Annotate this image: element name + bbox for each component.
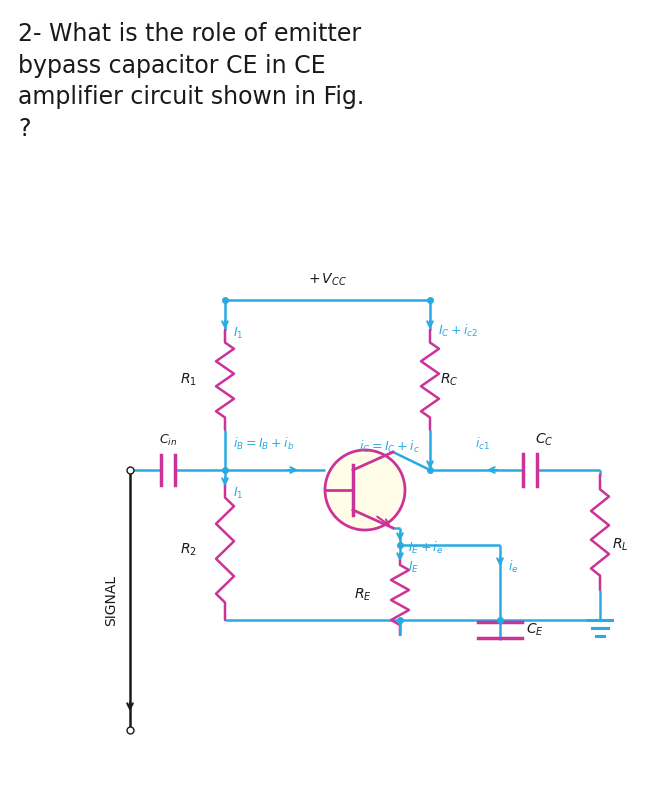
Text: $i_{c1}$: $i_{c1}$ xyxy=(475,436,490,452)
Text: $i_C=I_C+i_c$: $i_C=I_C+i_c$ xyxy=(359,439,420,455)
Text: $R_E$: $R_E$ xyxy=(354,587,372,603)
Text: $R_1$: $R_1$ xyxy=(180,372,197,388)
Text: $C_{in}$: $C_{in}$ xyxy=(159,433,177,448)
Text: $R_C$: $R_C$ xyxy=(440,372,458,388)
Circle shape xyxy=(325,450,405,530)
Text: $C_C$: $C_C$ xyxy=(535,432,553,448)
Text: $+\,V_{CC}$: $+\,V_{CC}$ xyxy=(308,272,347,288)
Text: $I_E$: $I_E$ xyxy=(408,560,419,575)
Text: $i_B=I_B+i_b$: $i_B=I_B+i_b$ xyxy=(233,436,294,452)
Text: $I_C+i_{c2}$: $I_C+i_{c2}$ xyxy=(438,323,478,339)
Text: $i_e$: $i_e$ xyxy=(508,559,519,575)
Text: 2- What is the role of emitter
bypass capacitor CE in CE
amplifier circuit shown: 2- What is the role of emitter bypass ca… xyxy=(18,22,364,141)
Text: $I_1$: $I_1$ xyxy=(233,486,244,501)
Text: $I_E+i_e$: $I_E+i_e$ xyxy=(408,540,443,556)
Text: $R_L$: $R_L$ xyxy=(612,537,629,554)
Text: $C_E$: $C_E$ xyxy=(526,622,544,638)
Text: SIGNAL: SIGNAL xyxy=(104,574,118,626)
Text: $I_1$: $I_1$ xyxy=(233,326,244,341)
Text: $R_2$: $R_2$ xyxy=(180,542,197,558)
